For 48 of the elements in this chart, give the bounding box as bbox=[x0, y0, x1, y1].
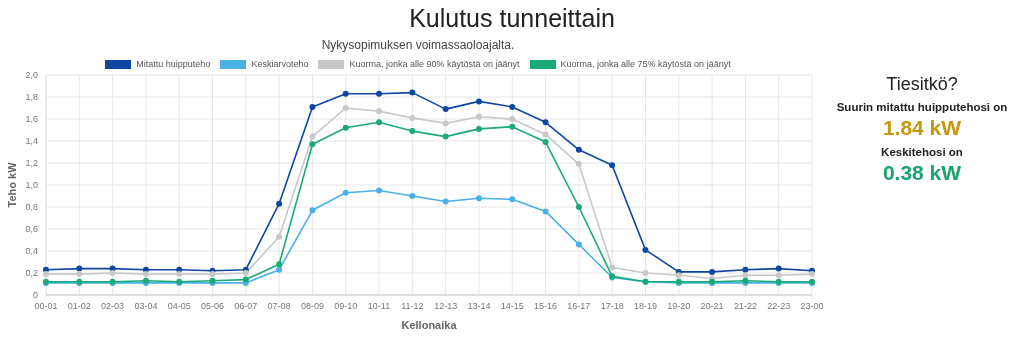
x-tick-label: 04-05 bbox=[167, 301, 191, 312]
x-tick-label: 06-07 bbox=[234, 301, 258, 312]
y-tick-label: 0,6 bbox=[25, 224, 38, 235]
chart-title: Kulutus tunneittain bbox=[408, 4, 616, 33]
x-tick-label: 01-02 bbox=[67, 301, 91, 312]
x-tick-label: 07-08 bbox=[267, 301, 291, 312]
y-axis-title: Teho kW bbox=[5, 161, 18, 208]
y-tick-label: 2,0 bbox=[25, 70, 38, 81]
x-tick-label: 15-16 bbox=[534, 301, 558, 312]
x-tick-label: 18-19 bbox=[633, 301, 657, 312]
x-tick-label: 02-03 bbox=[101, 301, 125, 312]
legend-label: Kuorma, jonka alle 75% käytöstä on jäänyt bbox=[560, 59, 731, 69]
text: Suurin mitattu huipputehosi on bbox=[835, 101, 1009, 113]
y-tick-label: 0,4 bbox=[25, 246, 38, 257]
text: 1.84 kW bbox=[881, 116, 963, 140]
x-tick-label: 17-18 bbox=[600, 301, 624, 312]
x-tick-label: 09-10 bbox=[334, 301, 358, 312]
x-tick-label: 08-09 bbox=[300, 301, 324, 312]
x-tick-label: 14-15 bbox=[500, 301, 524, 312]
x-tick-label: 21-22 bbox=[733, 301, 757, 312]
y-tick-label: 1,4 bbox=[25, 136, 38, 147]
legend-label: Keskiarvoteho bbox=[251, 59, 309, 69]
x-tick-label: 19-20 bbox=[667, 301, 691, 312]
x-tick-label: 10-11 bbox=[367, 301, 391, 312]
x-tick-label: 22-23 bbox=[767, 301, 791, 312]
x-tick-label: 12-13 bbox=[434, 301, 458, 312]
x-tick-label: 00-01 bbox=[34, 301, 58, 312]
x-tick-label: 11-12 bbox=[401, 301, 424, 312]
x-tick-label: 16-17 bbox=[567, 301, 591, 312]
y-tick-label: 0 bbox=[32, 290, 38, 301]
text: Keskitehosi on bbox=[880, 146, 964, 158]
x-tick-label: 20-21 bbox=[700, 301, 724, 312]
chart-subtitle: Nykysopimuksen voimassaoloajalta. bbox=[320, 38, 516, 52]
x-tick-label: 23-00 bbox=[800, 301, 824, 312]
y-tick-label: 0,8 bbox=[25, 202, 38, 213]
x-tick-label: 05-06 bbox=[201, 301, 225, 312]
x-axis-title: Kellonaika bbox=[401, 319, 458, 331]
y-tick-label: 1,0 bbox=[25, 180, 38, 191]
x-tick-label: 13-14 bbox=[467, 301, 491, 312]
text: Tiesitkö? bbox=[885, 74, 959, 95]
x-tick-label: 03-04 bbox=[134, 301, 158, 312]
y-tick-label: 1,6 bbox=[25, 114, 38, 125]
y-tick-label: 0,2 bbox=[25, 268, 38, 279]
y-tick-label: 1,8 bbox=[25, 92, 38, 103]
text: 0.38 kW bbox=[881, 161, 963, 185]
legend-label: Kuorma, jonka alle 90% käytöstä on jäänyt bbox=[349, 59, 520, 69]
legend-label: Mitattu huipputeho bbox=[136, 59, 211, 69]
y-tick-label: 1,2 bbox=[25, 158, 38, 169]
